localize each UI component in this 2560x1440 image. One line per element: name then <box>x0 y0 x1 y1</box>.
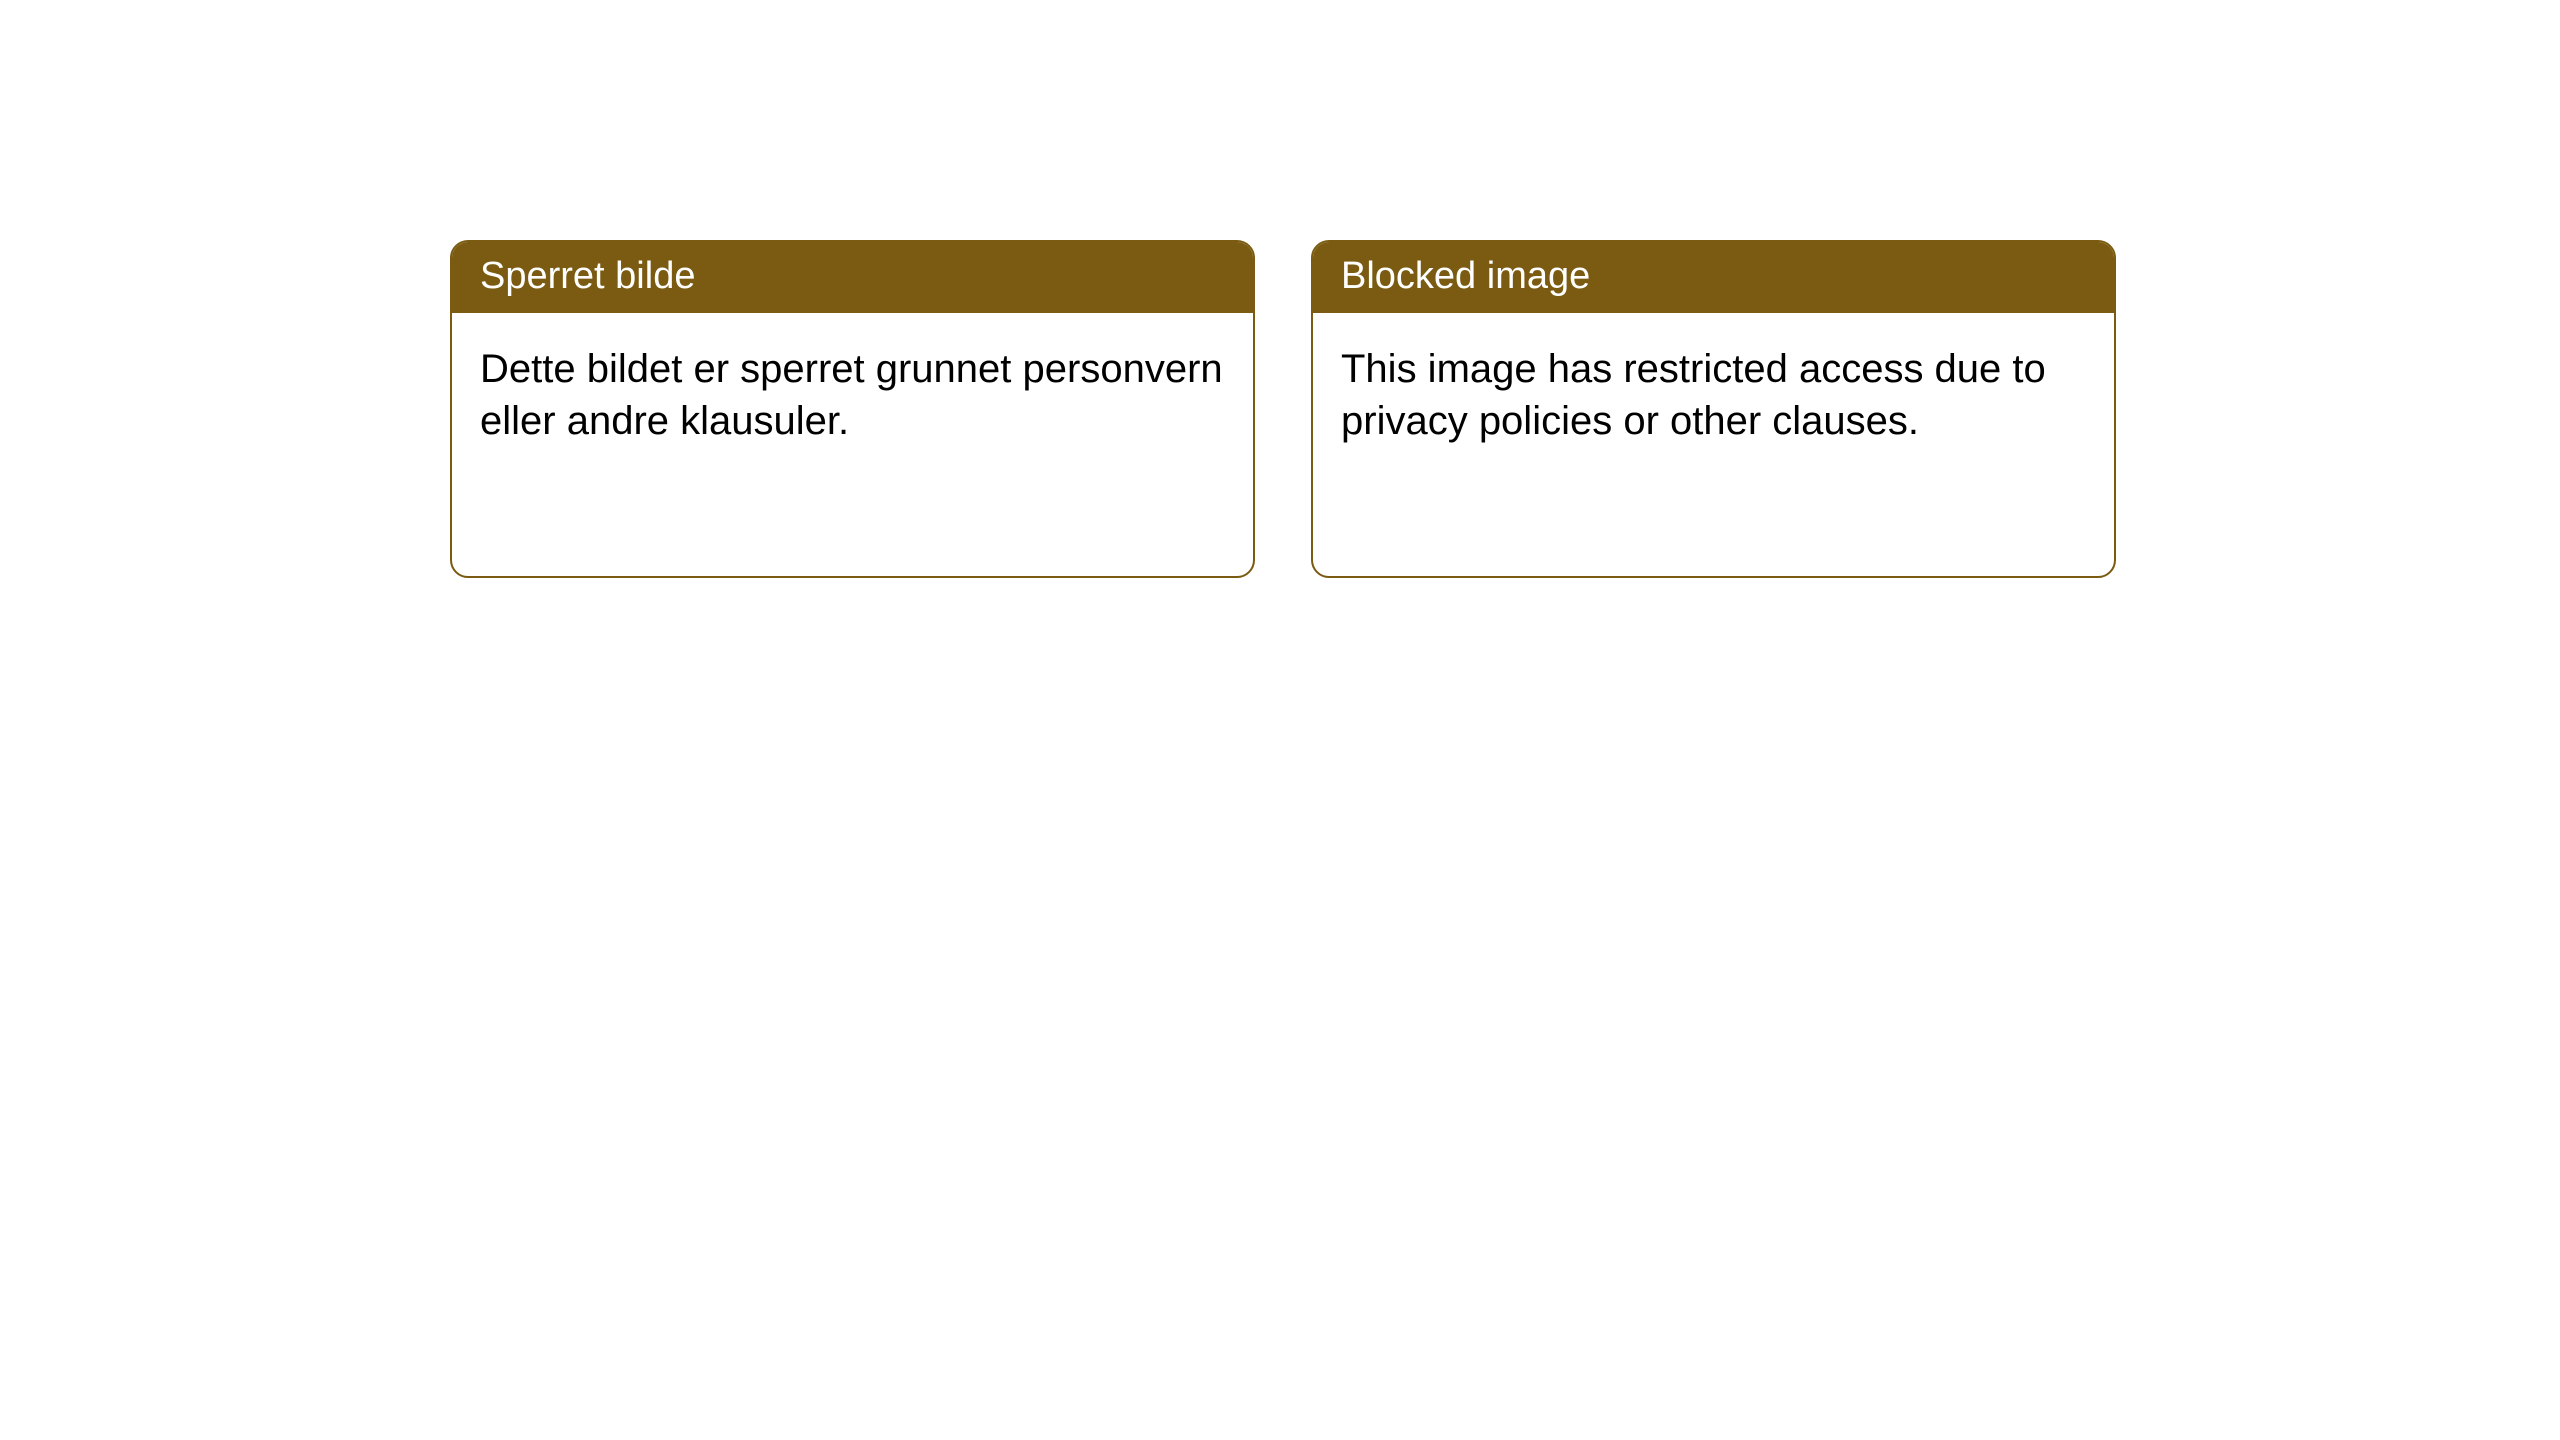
notice-body: Dette bildet er sperret grunnet personve… <box>452 313 1253 477</box>
notice-header: Sperret bilde <box>452 242 1253 313</box>
notice-container: Sperret bilde Dette bildet er sperret gr… <box>0 0 2560 578</box>
notice-card-norwegian: Sperret bilde Dette bildet er sperret gr… <box>450 240 1255 578</box>
notice-card-english: Blocked image This image has restricted … <box>1311 240 2116 578</box>
notice-text: Dette bildet er sperret grunnet personve… <box>480 347 1223 443</box>
notice-title: Blocked image <box>1341 255 1590 297</box>
notice-body: This image has restricted access due to … <box>1313 313 2114 477</box>
notice-title: Sperret bilde <box>480 255 695 297</box>
notice-header: Blocked image <box>1313 242 2114 313</box>
notice-text: This image has restricted access due to … <box>1341 347 2046 443</box>
